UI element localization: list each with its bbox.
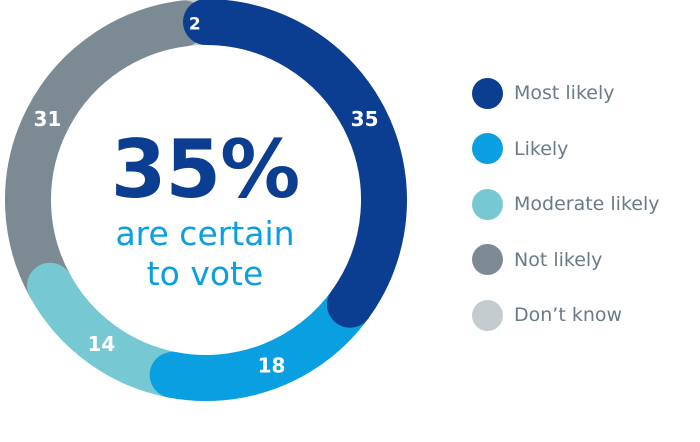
legend-label: Most likely xyxy=(514,82,615,104)
donut-segments xyxy=(5,0,407,401)
value-label-likely: 18 xyxy=(258,354,286,378)
donut-value-labels: 35 18 14 31 2 xyxy=(33,14,378,377)
legend-swatch xyxy=(472,77,503,109)
center-headline: 35% xyxy=(110,123,300,216)
legend-item-don-t-know: Don’t know xyxy=(472,298,660,332)
value-label-not-likely: 31 xyxy=(33,107,61,131)
legend-swatch xyxy=(472,299,503,331)
donut-segment-not-likely xyxy=(5,0,207,309)
value-label-don-t-know: 2 xyxy=(189,14,201,34)
legend-swatch xyxy=(472,188,503,220)
value-label-moderate-likely: 14 xyxy=(87,332,115,356)
chart-legend: Most likely Likely Moderate likely Not like… xyxy=(472,76,660,354)
legend-item-not-likely: Not likely xyxy=(472,243,660,277)
donut-segment-likely xyxy=(149,281,374,401)
legend-label: Don’t know xyxy=(514,304,623,326)
legend-swatch xyxy=(472,244,503,275)
center-subtitle-line-1: are certain xyxy=(115,214,295,253)
legend-label: Likely xyxy=(514,137,569,160)
legend-label: Not likely xyxy=(514,248,603,271)
value-label-most-likely: 35 xyxy=(351,107,379,131)
legend-swatch xyxy=(472,133,503,164)
legend-item-likely: Likely xyxy=(472,132,660,166)
legend-item-moderate-likely: Moderate likely xyxy=(472,187,660,221)
donut-segment-most-likely xyxy=(183,0,407,328)
legend-item-most-likely: Most likely xyxy=(472,76,660,110)
center-subtitle-line-2: to vote xyxy=(146,254,264,293)
legend-label: Moderate likely xyxy=(514,193,660,215)
